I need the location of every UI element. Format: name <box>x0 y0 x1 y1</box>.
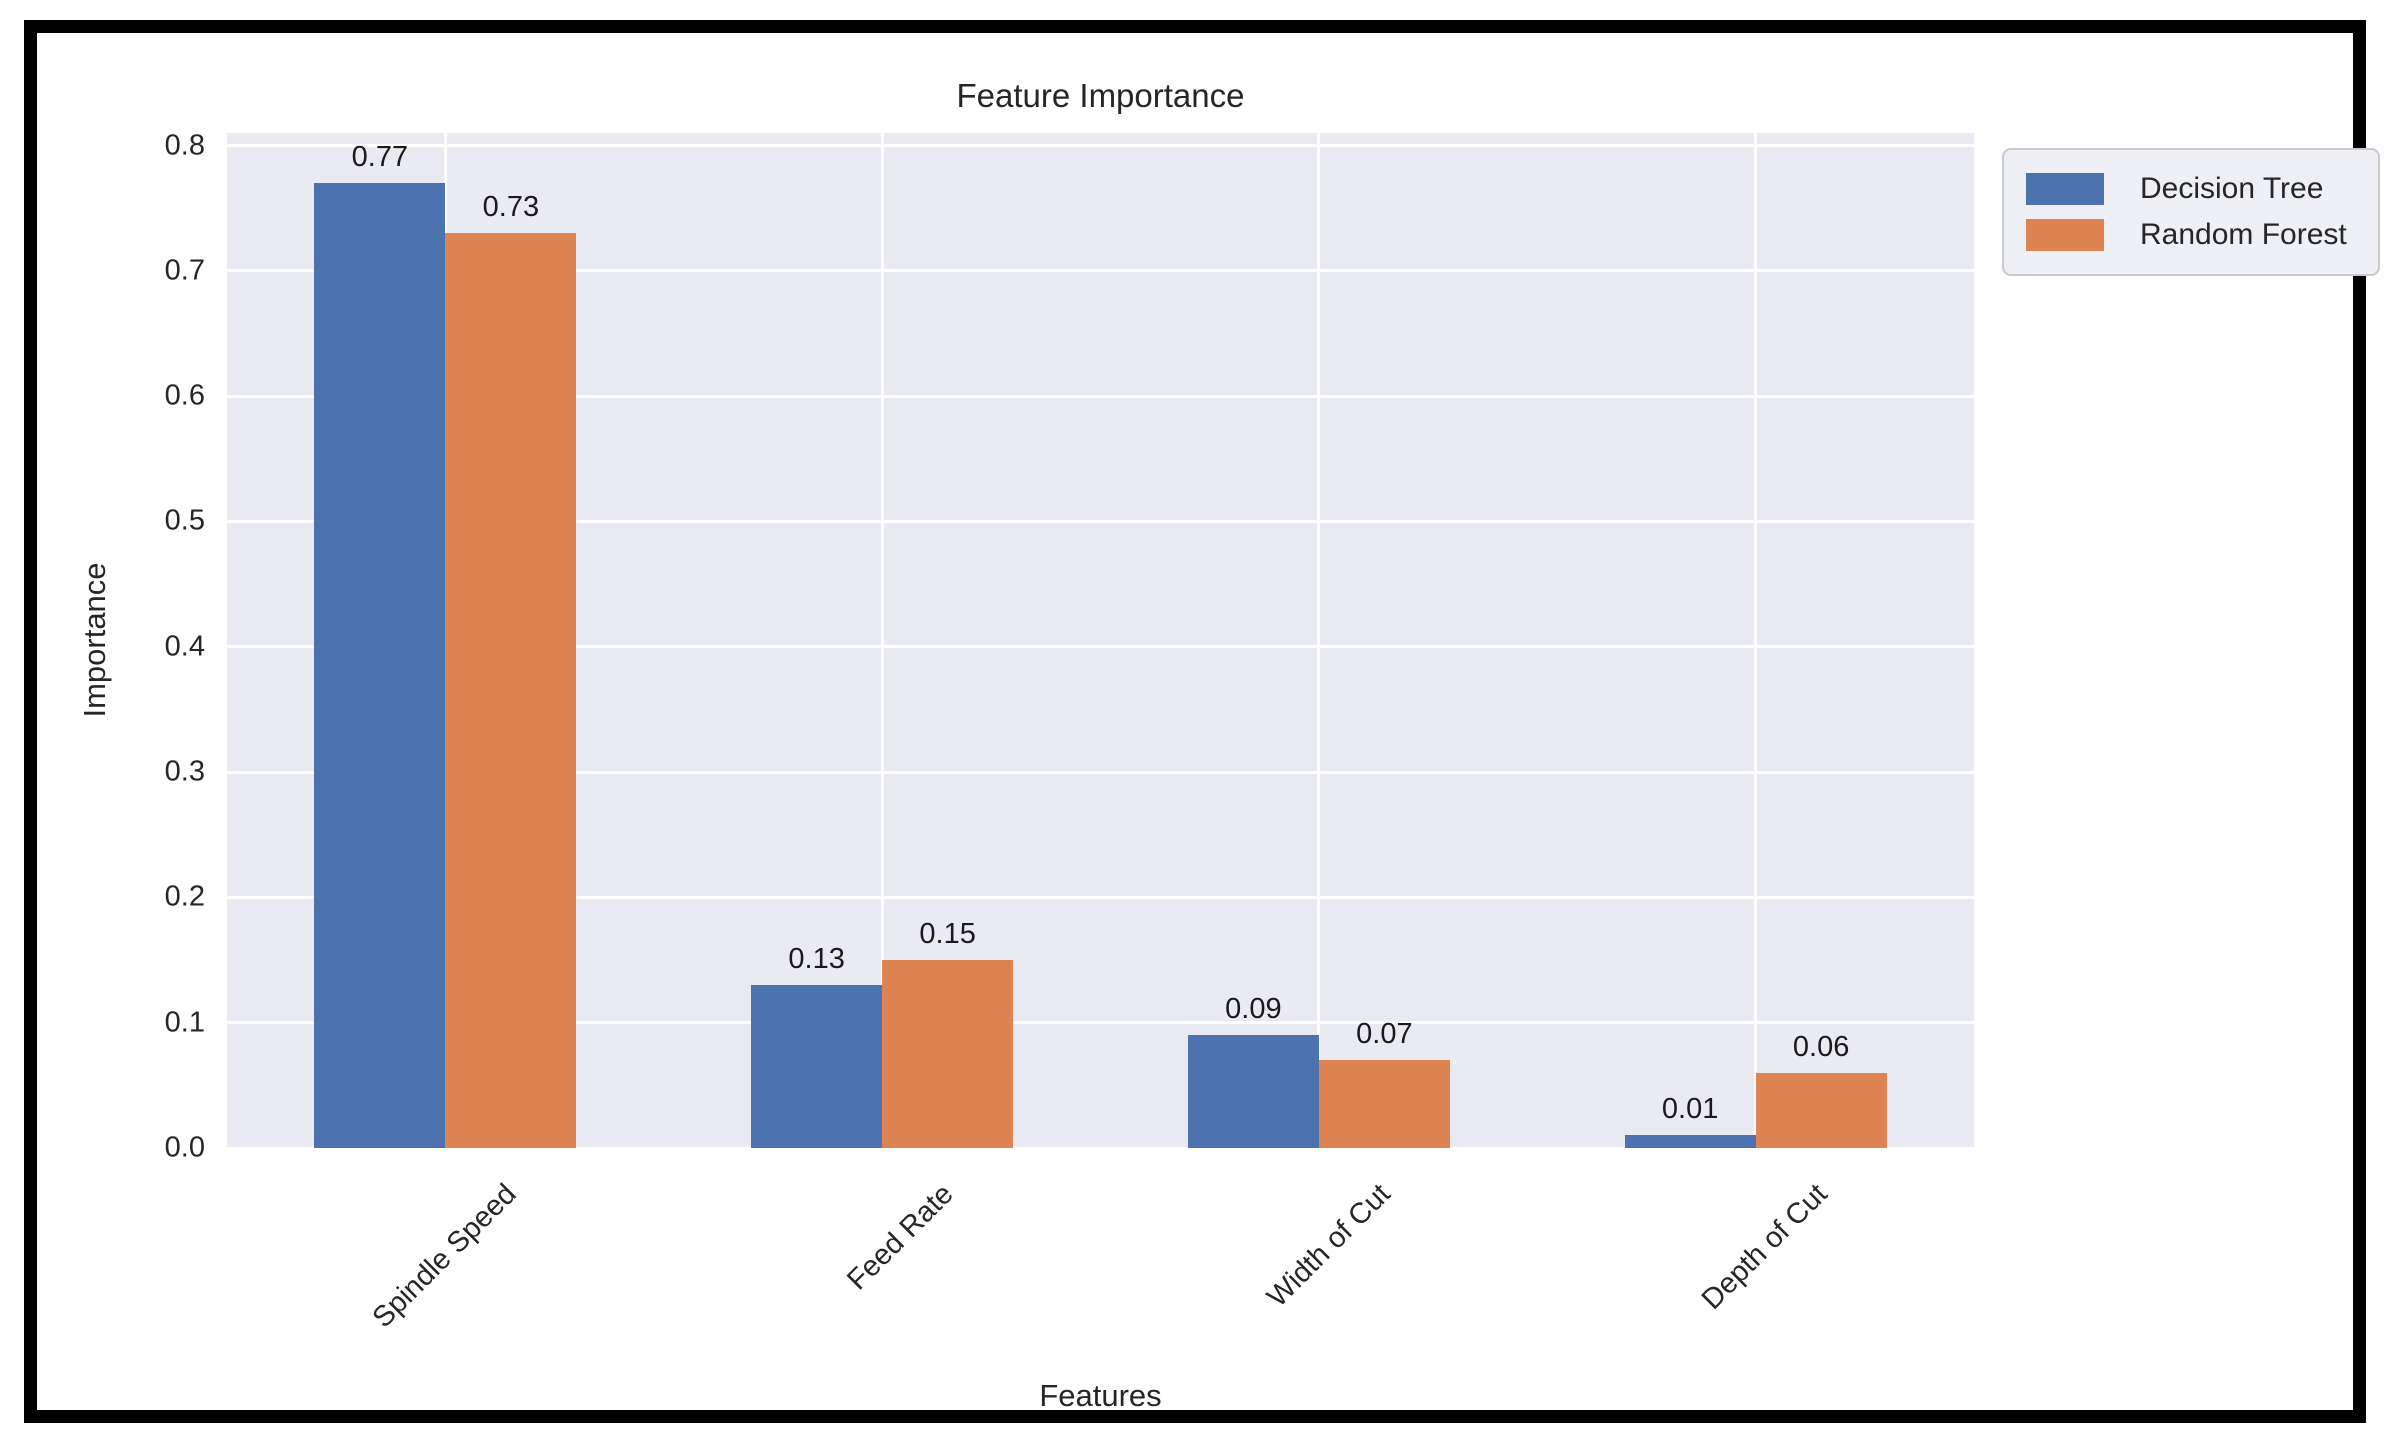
legend: Decision Tree Random Forest <box>2002 148 2380 276</box>
legend-swatch-random-forest <box>2026 219 2104 251</box>
y-tick-0.4: 0.4 <box>164 630 205 663</box>
bar-value-decision-tree-depth-of-cut: 0.01 <box>1661 1093 1719 1126</box>
bar-random-forest-feed-rate <box>882 960 1014 1148</box>
figure-border: Feature Importance Importance 0.77 0.13 0.… <box>24 20 2380 1423</box>
legend-item-decision-tree: Decision Tree <box>2026 166 2356 212</box>
bar-value-decision-tree-width-of-cut: 0.09 <box>1225 993 1282 1026</box>
bar-value-random-forest-depth-of-cut: 0.06 <box>1792 1030 1850 1063</box>
y-tick-0.3: 0.3 <box>164 755 205 788</box>
y-tick-0.1: 0.1 <box>164 1006 205 1039</box>
y-tick-0.6: 0.6 <box>164 379 205 412</box>
legend-item-random-forest: Random Forest <box>2026 212 2356 258</box>
bar-value-random-forest-width-of-cut: 0.07 <box>1356 1018 1413 1051</box>
gridline-y-0.0 <box>227 1146 1974 1150</box>
y-tick-0.7: 0.7 <box>164 254 205 287</box>
gridline-y-0.5 <box>227 519 1974 523</box>
x-axis-label: Features <box>1039 1378 1162 1413</box>
bar-value-decision-tree-spindle-speed: 0.77 <box>351 141 409 174</box>
gridline-x-depth-of-cut <box>1754 133 1758 1148</box>
gridline-y-0.8 <box>227 144 1974 148</box>
gridline-x-feed-rate <box>880 133 884 1148</box>
gridline-y-0.6 <box>227 394 1974 398</box>
bar-value-random-forest-feed-rate: 0.15 <box>919 918 976 951</box>
bar-value-decision-tree-feed-rate: 0.13 <box>788 943 845 976</box>
bar-random-forest-depth-of-cut <box>1755 1072 1887 1148</box>
legend-label-random-forest: Random Forest <box>2140 218 2347 251</box>
gridline-y-0.7 <box>227 269 1974 273</box>
figure: Feature Importance Importance 0.77 0.13 0.… <box>37 33 2380 1413</box>
y-axis-label: Importance <box>77 562 112 718</box>
gridline-y-0.1 <box>227 1021 1974 1025</box>
y-tick-0.2: 0.2 <box>164 880 205 913</box>
bar-value-random-forest-spindle-speed: 0.73 <box>482 191 540 224</box>
bar-random-forest-spindle-speed <box>445 233 577 1148</box>
y-tick-0.0: 0.0 <box>164 1131 205 1164</box>
chart-title: Feature Importance <box>956 77 1245 114</box>
bar-decision-tree-spindle-speed <box>314 183 446 1148</box>
gridline-x-width-of-cut <box>1317 133 1321 1148</box>
legend-label-decision-tree: Decision Tree <box>2140 172 2324 205</box>
bar-random-forest-width-of-cut <box>1318 1060 1450 1148</box>
bar-decision-tree-depth-of-cut <box>1624 1135 1756 1148</box>
gridline-y-0.2 <box>227 895 1974 899</box>
y-tick-0.8: 0.8 <box>164 129 205 162</box>
bar-decision-tree-feed-rate <box>751 985 883 1148</box>
plot-area: 0.77 0.13 0.09 0.01 0.73 0.15 0.07 0.06 <box>227 133 1974 1150</box>
legend-swatch-decision-tree <box>2026 173 2104 205</box>
gridline-y-0.4 <box>227 645 1974 649</box>
gridline-y-0.3 <box>227 770 1974 774</box>
bar-decision-tree-width-of-cut <box>1187 1035 1319 1148</box>
y-tick-0.5: 0.5 <box>164 504 205 537</box>
